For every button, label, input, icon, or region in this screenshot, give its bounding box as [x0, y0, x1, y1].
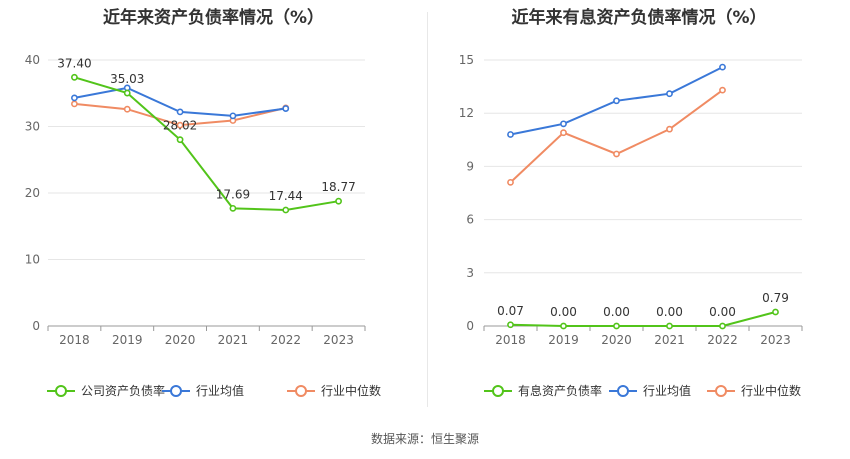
chart-title: 近年来资产负债率情况（%） — [102, 8, 325, 28]
legend-label: 行业中位数 — [741, 383, 801, 398]
y-tick-label: 20 — [25, 186, 40, 200]
x-tick-label: 2022 — [707, 333, 738, 347]
data-point — [666, 90, 673, 98]
data-label: 0.00 — [656, 305, 683, 319]
data-point — [613, 322, 620, 330]
data-point — [772, 308, 779, 316]
data-label: 18.77 — [321, 180, 355, 194]
legend-marker — [617, 385, 629, 397]
y-tick-label: 0 — [466, 319, 474, 333]
data-point — [560, 120, 567, 128]
data-label: 28.02 — [163, 119, 197, 133]
legend-marker — [492, 385, 504, 397]
y-tick-label: 10 — [25, 253, 40, 267]
y-tick-label: 9 — [466, 159, 474, 173]
x-tick-label: 2022 — [270, 333, 301, 347]
y-tick-label: 30 — [25, 120, 40, 134]
series-line — [74, 76, 339, 212]
data-point — [507, 178, 514, 186]
data-point — [666, 322, 673, 330]
data-point — [560, 322, 567, 330]
data-label: 37.40 — [57, 56, 91, 70]
x-tick-label: 2018 — [59, 333, 90, 347]
data-point — [507, 321, 514, 329]
data-point — [613, 150, 620, 158]
data-point — [123, 89, 131, 97]
data-point — [176, 136, 184, 144]
y-tick-label: 0 — [32, 319, 40, 333]
chart-title: 近年来有息资产负债率情况（%） — [511, 8, 767, 28]
data-point — [282, 206, 290, 214]
data-point — [507, 131, 514, 138]
x-tick-label: 2019 — [112, 333, 143, 347]
data-point — [666, 125, 673, 133]
y-tick-label: 40 — [25, 53, 40, 67]
x-tick-label: 2020 — [601, 333, 632, 347]
legend-label: 行业均值 — [643, 383, 691, 398]
x-tick-label: 2021 — [218, 333, 249, 347]
data-point — [123, 105, 131, 113]
legend-marker — [55, 385, 67, 397]
data-source-label: 数据来源：恒生聚源 — [370, 432, 479, 446]
x-tick-label: 2018 — [495, 333, 526, 347]
data-label: 0.07 — [497, 304, 524, 318]
data-point — [613, 97, 620, 105]
x-tick-label: 2023 — [760, 333, 791, 347]
data-point — [229, 112, 237, 120]
legend-marker — [715, 385, 727, 397]
panel-divider — [427, 12, 428, 407]
y-tick-label: 6 — [466, 213, 474, 227]
x-tick-label: 2019 — [548, 333, 579, 347]
line-chart-asset-liability: 0 10 20 30 40 2018 2019 2020 2021 2022 2023 37.40 35… — [25, 53, 381, 398]
data-label: 35.03 — [110, 72, 144, 86]
legend-label: 行业均值 — [196, 383, 244, 398]
x-tick-label: 2021 — [654, 333, 685, 347]
data-point — [560, 129, 567, 137]
legend-label: 有息资产负债率 — [518, 383, 602, 398]
chart-panel-interest-bearing: 近年来有息资产负债率情况（%） 0 3 6 9 12 15 2018 2019 2020 2021… — [428, 0, 850, 420]
data-point — [229, 204, 237, 212]
legend-label: 行业中位数 — [321, 383, 381, 398]
data-label: 0.79 — [762, 291, 789, 305]
data-point — [176, 121, 184, 129]
data-point — [335, 197, 342, 205]
line-chart-interest-bearing: 0 3 6 9 12 15 2018 2019 2020 2021 2022 2023 0.07 0.00… — [459, 53, 803, 398]
y-tick-label: 12 — [459, 106, 474, 120]
data-label: 17.44 — [269, 189, 303, 203]
y-tick-label: 15 — [459, 53, 474, 67]
legend-marker — [170, 385, 182, 397]
data-point — [282, 105, 290, 112]
data-label: 17.69 — [216, 187, 250, 201]
data-point — [719, 63, 726, 71]
data-point — [71, 94, 78, 102]
x-tick-label: 2023 — [323, 333, 354, 347]
data-point — [719, 322, 726, 330]
data-label: 0.00 — [709, 305, 736, 319]
chart-panel-asset-liability: 近年来资产负债率情况（%） 0 10 20 30 40 2018 2019 2020 2021 2… — [0, 0, 427, 420]
data-label: 0.00 — [603, 305, 630, 319]
legend-marker — [295, 385, 307, 397]
series-line — [510, 311, 776, 327]
legend-label: 公司资产负债率 — [81, 383, 165, 398]
x-tick-label: 2020 — [165, 333, 196, 347]
y-tick-label: 3 — [466, 266, 474, 280]
data-point — [71, 73, 78, 81]
data-point — [71, 100, 78, 108]
data-point — [176, 108, 184, 116]
data-point — [719, 86, 726, 94]
data-label: 0.00 — [550, 305, 577, 319]
